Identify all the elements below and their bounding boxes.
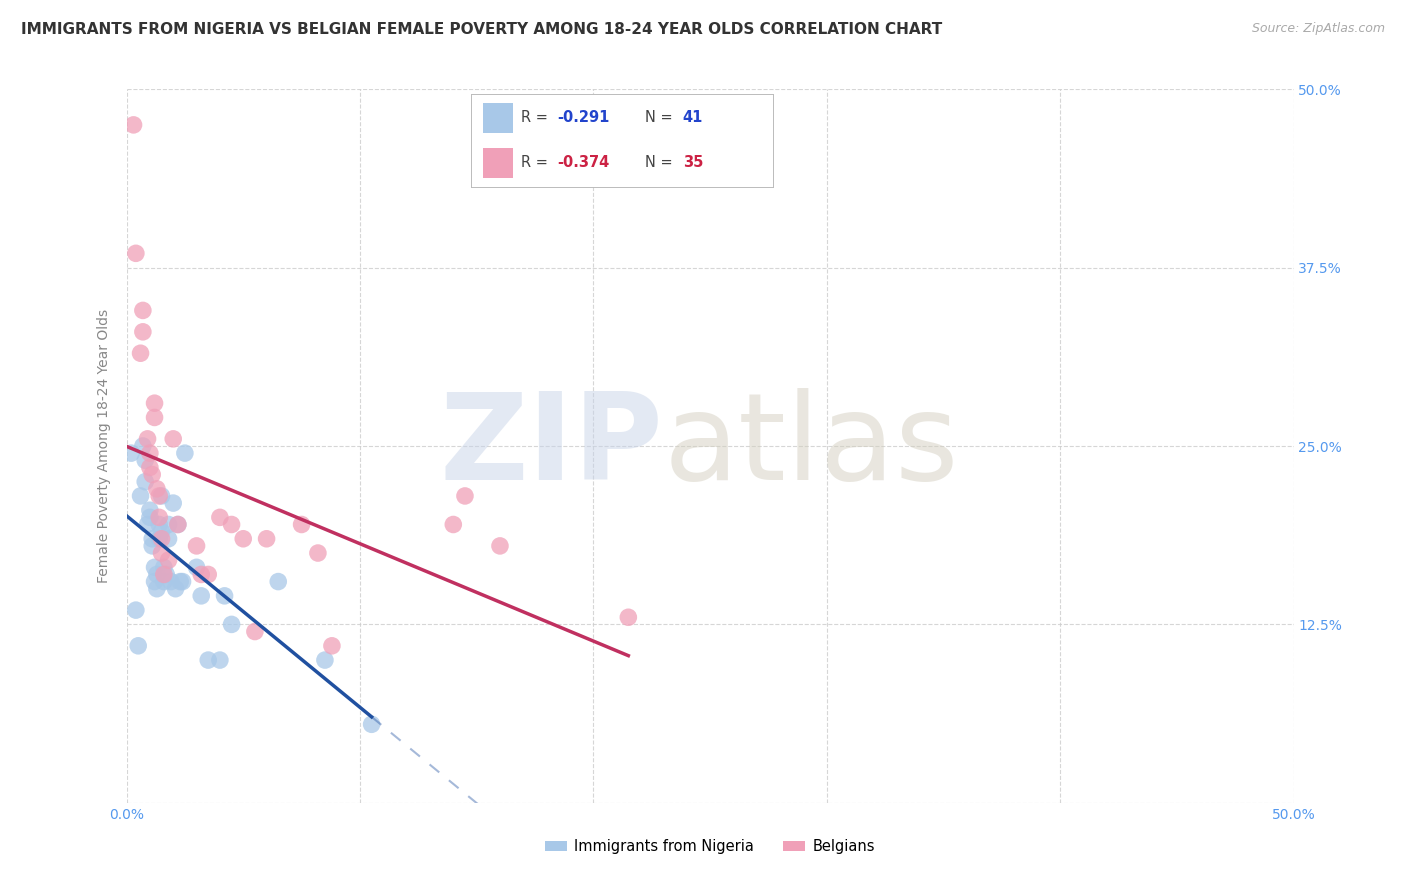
Point — [617, 610, 640, 624]
Point — [186, 539, 208, 553]
Point — [125, 246, 148, 260]
Point — [190, 589, 212, 603]
Text: -0.291: -0.291 — [557, 110, 610, 125]
Point — [208, 510, 231, 524]
Point — [232, 532, 254, 546]
Y-axis label: Female Poverty Among 18-24 Year Olds: Female Poverty Among 18-24 Year Olds — [97, 309, 111, 583]
Point — [314, 653, 336, 667]
Bar — [484, 148, 513, 178]
Point — [307, 546, 329, 560]
Point — [190, 567, 212, 582]
Point — [221, 517, 243, 532]
Point — [143, 396, 166, 410]
Legend: Immigrants from Nigeria, Belgians: Immigrants from Nigeria, Belgians — [540, 833, 880, 860]
Point — [441, 517, 464, 532]
Text: atlas: atlas — [664, 387, 959, 505]
Point — [141, 532, 163, 546]
Point — [167, 517, 190, 532]
Point — [256, 532, 278, 546]
Point — [162, 432, 184, 446]
Point — [136, 432, 159, 446]
Point — [157, 517, 180, 532]
Point — [321, 639, 343, 653]
Point — [221, 617, 243, 632]
Point — [162, 496, 184, 510]
Point — [120, 446, 142, 460]
Point — [243, 624, 266, 639]
Point — [172, 574, 194, 589]
Point — [143, 410, 166, 425]
Point — [146, 582, 169, 596]
Text: 35: 35 — [683, 155, 703, 170]
Point — [148, 489, 170, 503]
Point — [148, 532, 170, 546]
Point — [174, 446, 197, 460]
Point — [127, 639, 149, 653]
Point — [125, 603, 148, 617]
Point — [136, 517, 159, 532]
Point — [214, 589, 236, 603]
Point — [141, 539, 163, 553]
Point — [141, 467, 163, 482]
Point — [153, 560, 176, 574]
Point — [197, 567, 219, 582]
Text: 41: 41 — [683, 110, 703, 125]
Point — [143, 574, 166, 589]
Point — [157, 553, 180, 567]
Point — [169, 574, 191, 589]
Point — [197, 653, 219, 667]
Point — [150, 489, 173, 503]
Point — [132, 303, 155, 318]
Point — [150, 546, 173, 560]
Text: N =: N = — [645, 155, 678, 170]
Point — [148, 517, 170, 532]
Point — [208, 653, 231, 667]
Point — [134, 475, 156, 489]
Point — [290, 517, 312, 532]
Text: Source: ZipAtlas.com: Source: ZipAtlas.com — [1251, 22, 1385, 36]
Bar — [484, 103, 513, 133]
Point — [186, 560, 208, 574]
Text: N =: N = — [645, 110, 678, 125]
Point — [139, 503, 162, 517]
Point — [160, 574, 183, 589]
Point — [146, 482, 169, 496]
Point — [143, 560, 166, 574]
Point — [153, 567, 176, 582]
Point — [157, 532, 180, 546]
Point — [146, 567, 169, 582]
Point — [153, 574, 176, 589]
Text: -0.374: -0.374 — [557, 155, 609, 170]
Point — [139, 460, 162, 475]
Point — [139, 510, 162, 524]
Point — [134, 453, 156, 467]
Point — [489, 539, 512, 553]
Text: ZIP: ZIP — [440, 387, 664, 505]
Point — [167, 517, 190, 532]
Text: IMMIGRANTS FROM NIGERIA VS BELGIAN FEMALE POVERTY AMONG 18-24 YEAR OLDS CORRELAT: IMMIGRANTS FROM NIGERIA VS BELGIAN FEMAL… — [21, 22, 942, 37]
Point — [165, 582, 187, 596]
Point — [129, 489, 152, 503]
Point — [155, 567, 177, 582]
Point — [267, 574, 290, 589]
Text: R =: R = — [520, 110, 553, 125]
Point — [150, 532, 173, 546]
Point — [150, 524, 173, 539]
Point — [148, 510, 170, 524]
Point — [129, 346, 152, 360]
Point — [454, 489, 477, 503]
Point — [132, 439, 155, 453]
Point — [139, 446, 162, 460]
Point — [122, 118, 145, 132]
Text: R =: R = — [520, 155, 553, 170]
Point — [132, 325, 155, 339]
Point — [360, 717, 382, 731]
